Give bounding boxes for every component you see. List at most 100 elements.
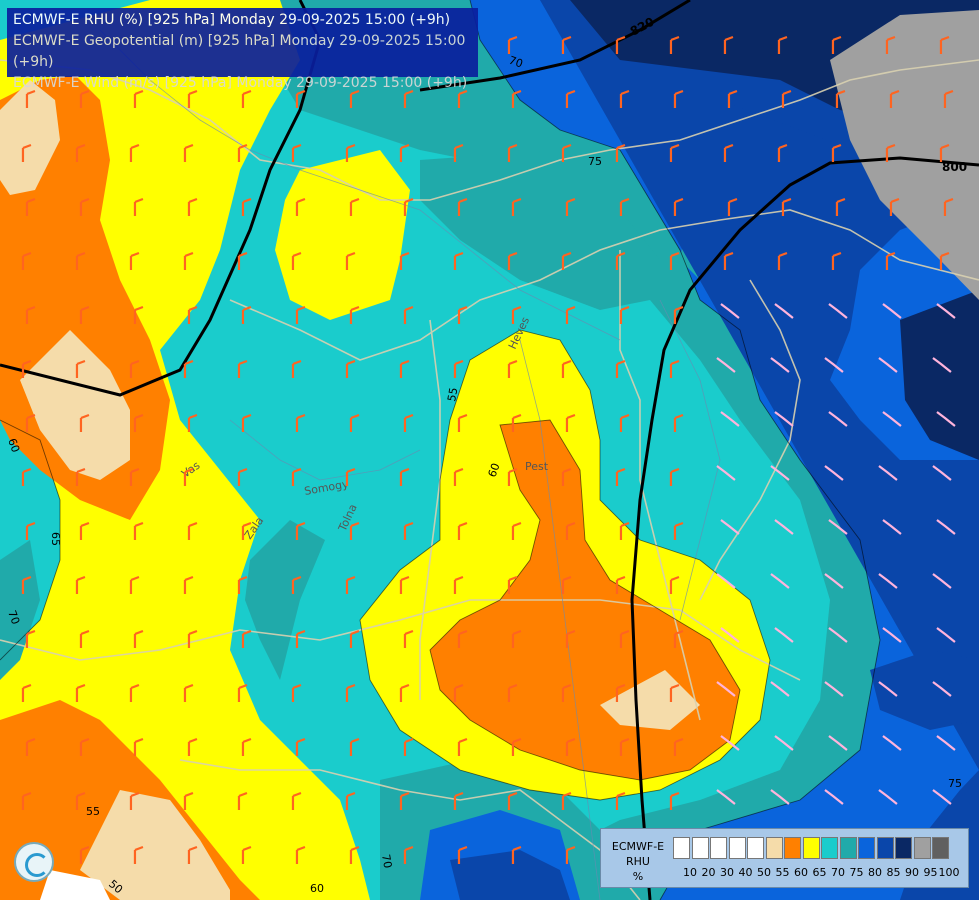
wind-barb <box>507 251 518 270</box>
wind-barb <box>25 89 36 108</box>
wind-barb <box>133 197 144 216</box>
rh-contour-label-60a: 60 <box>486 461 503 479</box>
wind-barb <box>770 573 790 589</box>
wind-barb <box>932 465 952 481</box>
wind-barb <box>25 413 36 432</box>
wind-barb <box>291 251 302 270</box>
wind-barb <box>403 305 414 324</box>
legend-tick: 70 <box>831 866 845 879</box>
wind-barb <box>349 521 360 540</box>
wind-barb <box>399 791 410 810</box>
wind-barb <box>187 737 198 756</box>
wind-barb <box>183 467 194 486</box>
wind-barb <box>777 35 788 54</box>
wind-barb <box>79 413 90 432</box>
wind-barb <box>824 789 844 805</box>
wind-barb <box>295 521 306 540</box>
wind-barb <box>237 791 248 810</box>
wind-barb <box>457 89 468 108</box>
legend-tick: 90 <box>905 866 919 879</box>
wind-barb <box>129 251 140 270</box>
wind-barb <box>79 89 90 108</box>
wind-barb <box>349 197 360 216</box>
legend-tick: 85 <box>886 866 901 879</box>
wind-barb <box>561 35 572 54</box>
wind-barb <box>565 89 576 108</box>
wind-barb <box>727 89 738 108</box>
legend-swatch <box>728 837 746 859</box>
wind-barb <box>241 305 252 324</box>
legend-tick: 50 <box>757 866 771 879</box>
wind-barb <box>295 629 306 648</box>
wind-barb <box>25 629 36 648</box>
wind-barb <box>183 683 194 702</box>
legend-tick: 75 <box>849 866 864 879</box>
wind-barb <box>291 143 302 162</box>
wind-barb <box>133 89 144 108</box>
wind-barb <box>723 143 734 162</box>
wind-barb <box>824 573 844 589</box>
wind-barb <box>291 359 302 378</box>
wind-barb <box>936 627 956 643</box>
wind-barb <box>457 737 468 756</box>
wind-barb <box>457 197 468 216</box>
wind-barb <box>673 737 684 756</box>
legend-swatch <box>765 837 783 859</box>
wind-barb <box>345 359 356 378</box>
wind-barb <box>939 251 950 270</box>
wind-barb <box>345 467 356 486</box>
wind-barb <box>183 143 194 162</box>
wind-barb <box>75 251 86 270</box>
wind-barb <box>241 845 252 864</box>
wind-barb <box>770 465 790 481</box>
wind-barb <box>716 357 736 373</box>
wind-barb <box>79 305 90 324</box>
wind-barb <box>720 411 740 427</box>
rh-contour-label-55b: 55 <box>86 805 100 818</box>
wind-barb <box>399 143 410 162</box>
wind-barb <box>774 519 794 535</box>
wind-barb <box>561 251 572 270</box>
wind-barb <box>241 413 252 432</box>
wind-barb <box>129 791 140 810</box>
wind-barb <box>723 251 734 270</box>
wind-barb <box>129 683 140 702</box>
wind-barb <box>25 197 36 216</box>
wind-barb <box>241 629 252 648</box>
wind-barb <box>237 143 248 162</box>
wind-barb <box>619 737 630 756</box>
wind-barb <box>727 197 738 216</box>
place-label-pest: Pest <box>525 460 549 473</box>
wind-barb <box>399 359 410 378</box>
wind-barb <box>943 197 954 216</box>
wind-barb <box>882 627 902 643</box>
wind-barb <box>75 683 86 702</box>
wind-barb <box>561 791 572 810</box>
wind-barb <box>187 629 198 648</box>
wind-barb <box>295 89 306 108</box>
wind-barb <box>619 305 630 324</box>
wind-barb <box>716 681 736 697</box>
wind-barb <box>939 143 950 162</box>
wind-barb <box>453 683 464 702</box>
rh-contour-label-75a: 75 <box>588 155 602 168</box>
wind-barb <box>133 845 144 864</box>
wind-barb <box>878 357 898 373</box>
wind-barb <box>25 305 36 324</box>
legend-swatch <box>784 837 801 859</box>
wind-barb <box>349 305 360 324</box>
rh-contour-label-55a: 55 <box>445 386 460 402</box>
wind-barb <box>878 681 898 697</box>
legend-swatch <box>876 837 894 859</box>
wind-barb <box>241 737 252 756</box>
wind-barb <box>831 251 842 270</box>
wind-barb <box>187 89 198 108</box>
wind-barb <box>399 575 410 594</box>
wind-barb <box>878 789 898 805</box>
wind-barb <box>75 467 86 486</box>
wind-barb <box>453 359 464 378</box>
wind-barb <box>673 629 684 648</box>
wind-barb <box>619 521 630 540</box>
wind-barb <box>453 467 464 486</box>
